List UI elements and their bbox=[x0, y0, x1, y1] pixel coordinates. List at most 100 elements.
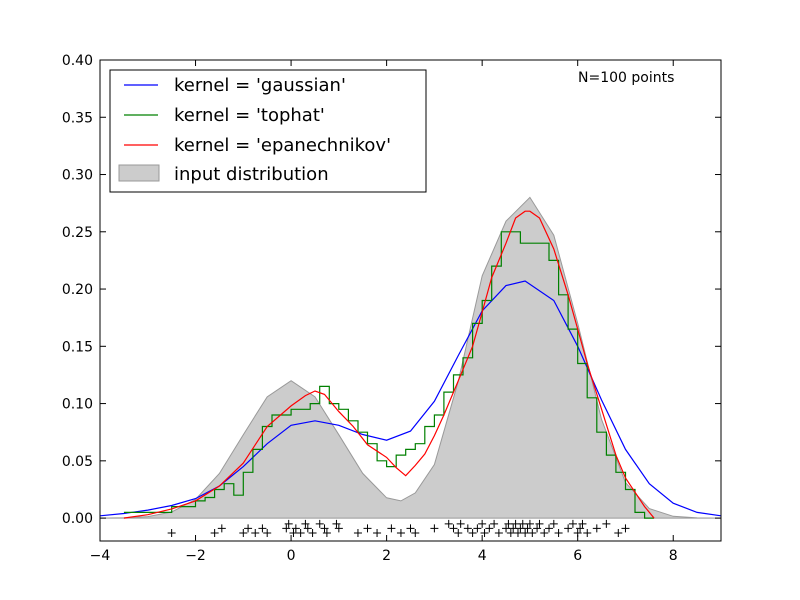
sample-marker bbox=[363, 524, 372, 533]
legend-box bbox=[109, 69, 427, 193]
x-tick-label: −2 bbox=[185, 548, 206, 564]
sample-marker bbox=[535, 519, 544, 528]
sample-marker bbox=[303, 524, 312, 533]
sample-marker bbox=[533, 524, 542, 533]
sample-marker bbox=[494, 528, 503, 537]
legend-label-tophat: kernel = 'tophat' bbox=[174, 105, 325, 126]
sample-marker bbox=[282, 524, 291, 533]
sample-marker bbox=[430, 524, 439, 533]
sample-marker bbox=[322, 528, 331, 537]
sample-marker bbox=[485, 524, 494, 533]
sample-marker bbox=[301, 519, 310, 528]
sample-marker bbox=[516, 524, 525, 533]
y-tick-label: 0.20 bbox=[62, 282, 93, 298]
sample-marker bbox=[513, 528, 522, 537]
sample-marker bbox=[387, 524, 396, 533]
x-tick-label: −4 bbox=[90, 548, 111, 564]
sample-marker bbox=[244, 524, 253, 533]
legend-swatch-input-distribution bbox=[118, 164, 160, 182]
sample-marker bbox=[545, 524, 554, 533]
sample-marker bbox=[549, 519, 558, 528]
sample-marker bbox=[504, 519, 513, 528]
sample-marker bbox=[289, 528, 298, 537]
plot-area bbox=[100, 196, 721, 537]
sample-marker bbox=[511, 519, 520, 528]
sample-marker bbox=[456, 519, 465, 528]
sample-marker bbox=[251, 528, 260, 537]
sample-marker bbox=[540, 528, 549, 537]
series-line-tophat bbox=[123, 231, 655, 519]
sample-marker bbox=[373, 528, 382, 537]
sample-marker bbox=[396, 528, 405, 537]
y-tick-label: 0.40 bbox=[62, 53, 93, 69]
y-tick-label: 0.15 bbox=[62, 339, 93, 355]
sample-marker bbox=[210, 528, 219, 537]
sample-marker bbox=[167, 528, 176, 537]
y-tick-label: 0.30 bbox=[62, 168, 93, 184]
x-tick-label: 4 bbox=[478, 548, 487, 564]
plot-frame bbox=[99, 59, 722, 542]
sample-marker bbox=[614, 528, 623, 537]
sample-marker bbox=[406, 524, 415, 533]
sample-marker bbox=[525, 519, 534, 528]
sample-marker bbox=[334, 524, 343, 533]
sample-marker bbox=[554, 528, 563, 537]
sample-marker bbox=[284, 519, 293, 528]
sample-marker bbox=[454, 528, 463, 537]
sample-marker bbox=[468, 528, 477, 537]
x-tick-label: 8 bbox=[669, 548, 678, 564]
sample-marker bbox=[239, 528, 248, 537]
sample-marker bbox=[578, 519, 587, 528]
sample-marker bbox=[528, 528, 537, 537]
y-tick-label: 0.00 bbox=[62, 511, 93, 527]
sample-marker bbox=[444, 519, 453, 528]
sample-markers bbox=[167, 519, 630, 537]
sample-marker bbox=[315, 519, 324, 528]
y-tick-label: 0.25 bbox=[62, 225, 93, 241]
sample-marker bbox=[502, 524, 511, 533]
sample-marker bbox=[449, 524, 458, 533]
legend-label-input-distribution: input distribution bbox=[174, 164, 329, 185]
sample-marker bbox=[592, 524, 601, 533]
sample-marker bbox=[490, 519, 499, 528]
x-tick-label: 0 bbox=[287, 548, 296, 564]
sample-marker bbox=[478, 519, 487, 528]
x-tick-label: 2 bbox=[382, 548, 391, 564]
sample-marker bbox=[291, 524, 300, 533]
sample-marker bbox=[473, 524, 482, 533]
sample-marker bbox=[602, 519, 611, 528]
sample-marker bbox=[411, 528, 420, 537]
sample-marker bbox=[509, 524, 518, 533]
sample-marker bbox=[480, 528, 489, 537]
y-tick-label: 0.05 bbox=[62, 454, 93, 470]
sample-marker bbox=[523, 524, 532, 533]
y-axis: 0.00 0.05 0.10 0.15 0.20 0.25 0.30 0.35 0.40 bbox=[62, 53, 721, 527]
sample-marker bbox=[583, 528, 592, 537]
sample-marker bbox=[568, 519, 577, 528]
y-tick-label: 0.10 bbox=[62, 397, 93, 413]
legend: kernel = 'gaussian' kernel = 'tophat' ke… bbox=[109, 69, 427, 193]
sample-marker bbox=[621, 524, 630, 533]
sample-marker bbox=[320, 524, 329, 533]
sample-marker bbox=[521, 528, 530, 537]
series-line-epanechnikov bbox=[123, 210, 655, 519]
x-tick-label: 6 bbox=[573, 548, 582, 564]
sample-marker bbox=[263, 528, 272, 537]
sample-marker bbox=[258, 524, 267, 533]
sample-marker bbox=[518, 519, 527, 528]
legend-label-gaussian: kernel = 'gaussian' bbox=[174, 75, 346, 96]
sample-marker bbox=[296, 528, 305, 537]
series-line-gaussian bbox=[100, 280, 721, 517]
sample-marker bbox=[506, 528, 515, 537]
sample-marker bbox=[564, 524, 573, 533]
legend-label-epanechnikov: kernel = 'epanechnikov' bbox=[174, 135, 391, 156]
x-axis: −4 −2 0 2 4 6 8 bbox=[90, 60, 678, 564]
sample-marker bbox=[308, 528, 317, 537]
sample-marker bbox=[463, 524, 472, 533]
sample-marker bbox=[576, 524, 585, 533]
sample-count-annotation: N=100 points bbox=[578, 70, 674, 86]
y-tick-label: 0.35 bbox=[62, 110, 93, 126]
sample-marker bbox=[217, 524, 226, 533]
input-distribution-area bbox=[100, 196, 721, 519]
